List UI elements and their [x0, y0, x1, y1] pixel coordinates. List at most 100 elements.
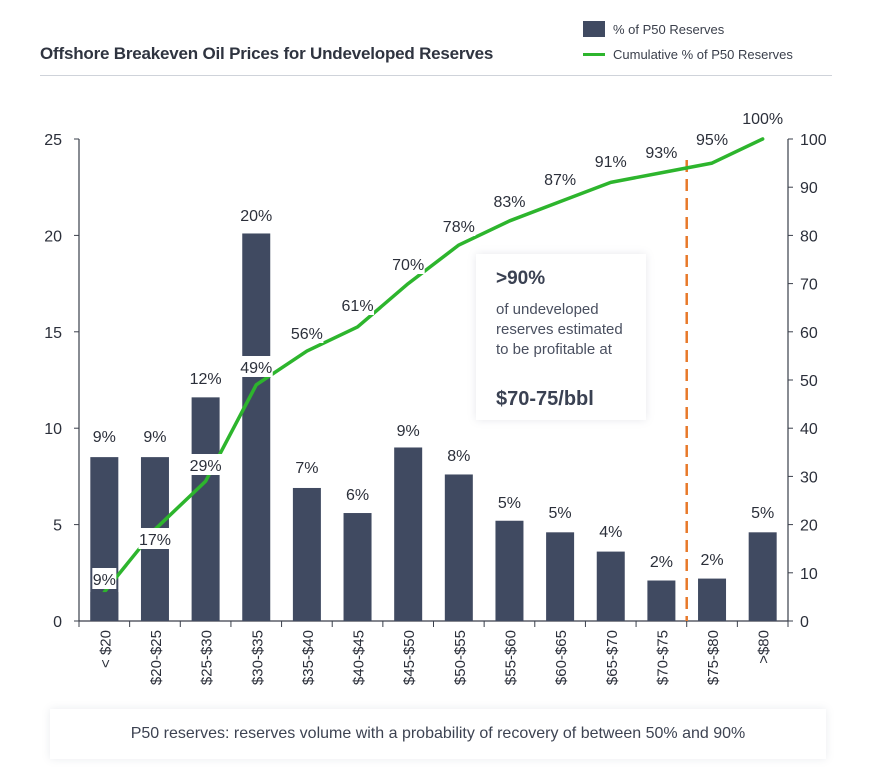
x-category-label: $60-$65 — [553, 630, 570, 685]
y-right-tick-label: 70 — [800, 277, 818, 294]
title-divider — [40, 75, 832, 76]
x-category-label: >$80 — [756, 630, 773, 664]
line-label-bg — [341, 294, 375, 315]
line-label-bg — [138, 528, 172, 549]
y-left-tick-label: 20 — [44, 228, 62, 245]
callout-headline: >90% — [496, 268, 546, 289]
bar-label-bg — [592, 520, 629, 541]
x-category-label: $70-$75 — [654, 630, 671, 685]
line-label-bg — [290, 322, 324, 343]
x-category-label: $55-$60 — [502, 630, 519, 685]
bar — [698, 578, 727, 621]
y-left-tick-label: 25 — [44, 132, 62, 149]
bar-data-label: 2% — [650, 554, 673, 571]
x-category-label: $45-$50 — [401, 630, 418, 685]
line-label-bg — [492, 190, 526, 211]
bar — [748, 532, 777, 621]
overlay-bar — [90, 592, 119, 621]
bar-data-label: 4% — [599, 524, 622, 541]
x-category-label: $75-$80 — [705, 630, 722, 685]
bar-label-bg — [86, 425, 123, 446]
line-data-label: 93% — [645, 145, 677, 162]
bar-label-bg — [288, 456, 325, 477]
chart-title: Offshore Breakeven Oil Prices for Undeve… — [40, 44, 494, 63]
legend-item-bars: % of P50 Reserves — [583, 18, 793, 40]
bar-data-label: 20% — [240, 208, 272, 225]
bar-label-bg — [491, 491, 528, 512]
bar-label-bg — [744, 501, 781, 522]
bar-data-label: 9% — [93, 429, 116, 446]
y-right-tick-label: 40 — [800, 421, 818, 438]
line-data-label: 91% — [595, 154, 627, 171]
y-right-tick-label: 80 — [800, 228, 818, 245]
bar — [394, 447, 423, 621]
legend-label-line: Cumulative % of P50 Reserves — [613, 46, 793, 62]
line-data-label: 9% — [93, 572, 116, 589]
line-label-bg — [594, 150, 628, 171]
bar-label-bg — [542, 501, 579, 522]
line-data-label: 83% — [493, 194, 525, 211]
bar — [292, 487, 321, 621]
line-data-label: 95% — [696, 132, 728, 149]
bar — [191, 397, 220, 621]
line-data-label: 61% — [342, 298, 374, 315]
line-label-bg — [644, 141, 678, 162]
line-label-bg — [741, 107, 784, 128]
line-label-bg — [239, 356, 273, 377]
line-label-bg — [391, 253, 425, 274]
y-left-tick-label: 15 — [44, 325, 62, 342]
bar-data-label: 9% — [397, 423, 420, 440]
line-data-label: 29% — [190, 458, 222, 475]
line-data-label: 17% — [139, 532, 171, 549]
bar — [343, 513, 372, 621]
line-label-bg — [442, 215, 476, 236]
bar-label-bg — [187, 367, 224, 388]
bar-label-bg — [136, 425, 173, 446]
bar — [242, 233, 271, 622]
y-left-tick-label: 5 — [53, 518, 62, 535]
bar-swatch-icon — [583, 21, 605, 37]
y-left-tick-label: 10 — [44, 421, 62, 438]
bar-data-label: 2% — [700, 552, 723, 569]
bar-label-bg — [694, 548, 731, 569]
x-category-label: $35-$40 — [300, 630, 317, 685]
y-right-tick-label: 100 — [800, 132, 827, 149]
legend-item-line: Cumulative % of P50 Reserves — [583, 43, 793, 65]
line-data-label: 78% — [443, 219, 475, 236]
bar — [495, 520, 524, 621]
line-data-label: 100% — [742, 111, 783, 128]
footnote: P50 reserves: reserves volume with a pro… — [50, 709, 826, 759]
line-data-label: 49% — [240, 360, 272, 377]
x-category-label: $65-$70 — [604, 630, 621, 685]
line-label-bg — [189, 454, 223, 475]
y-right-tick-label: 20 — [800, 518, 818, 535]
x-category-label: $20-$25 — [148, 630, 165, 685]
line-data-label: 87% — [544, 172, 576, 189]
y-left-tick-label: 0 — [53, 614, 62, 631]
bar-data-label: 5% — [751, 505, 774, 522]
y-right-tick-label: 90 — [800, 180, 818, 197]
y-right-tick-label: 30 — [800, 469, 818, 486]
x-category-label: $40-$45 — [351, 630, 368, 685]
bar-data-label: 8% — [447, 448, 470, 465]
x-category-label: < $20 — [97, 630, 114, 668]
x-category-label: $30-$35 — [249, 630, 266, 685]
bar-data-label: 5% — [549, 505, 572, 522]
y-right-tick-label: 0 — [800, 614, 809, 631]
line-label-bg — [695, 128, 729, 149]
bar-data-label: 6% — [346, 487, 369, 504]
bar-label-bg — [440, 444, 477, 465]
bar-data-label: 5% — [498, 495, 521, 512]
callout-text: of undeveloped reserves estimated to be … — [496, 301, 623, 358]
bar-data-label: 12% — [190, 371, 222, 388]
bar-label-bg — [238, 204, 275, 225]
legend: % of P50 Reserves Cumulative % of P50 Re… — [583, 18, 793, 68]
line-label-bg — [543, 168, 577, 189]
callout-box: >90% of undeveloped reserves estimated t… — [476, 254, 646, 420]
bar-label-bg — [339, 483, 376, 504]
callout-price: $70-75/bbl — [496, 388, 594, 410]
line-data-label: 56% — [291, 326, 323, 343]
bar-label-bg — [390, 419, 427, 440]
footnote-text: P50 reserves: reserves volume with a pro… — [130, 725, 746, 742]
line-data-label: 70% — [392, 257, 424, 274]
